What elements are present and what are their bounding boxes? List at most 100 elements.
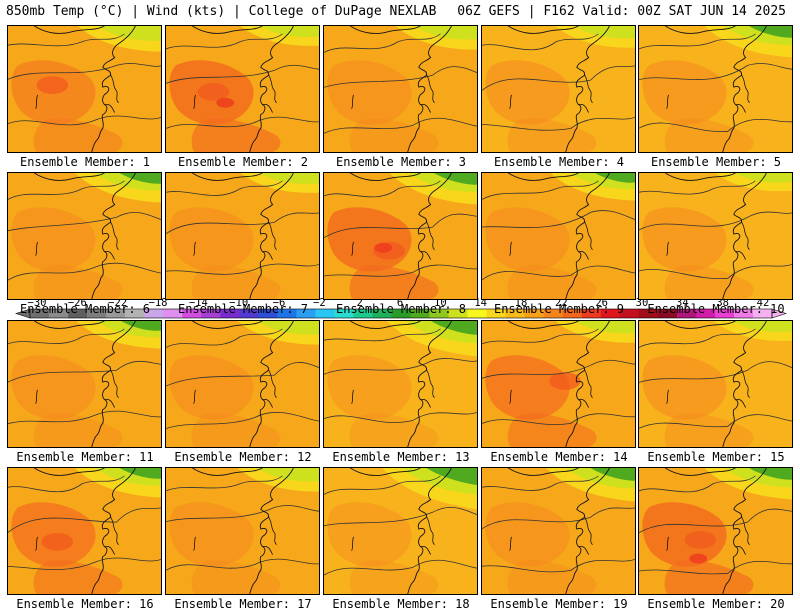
colorbar-swatch (163, 309, 183, 318)
ensemble-member-label: Ensemble Member: 18 (332, 597, 470, 611)
colorbar-swatch (543, 309, 564, 318)
colorbar-swatch (524, 309, 544, 318)
ensemble-member-label: Ensemble Member: 6 (19, 302, 151, 316)
colorbar-swatch (30, 309, 50, 318)
member-map-canvas (166, 468, 319, 594)
ensemble-member-label: Ensemble Member: 4 (493, 155, 625, 169)
colorbar-swatch (638, 309, 659, 318)
ensemble-member-label: Ensemble Member: 10 (647, 302, 785, 316)
ensemble-member-label: Ensemble Member: 13 (332, 450, 470, 464)
ensemble-member-label: Ensemble Member: 17 (174, 597, 312, 611)
ensemble-member-label: Ensemble Member: 1 (19, 155, 151, 169)
member-map-canvas (482, 468, 635, 594)
colorbar-tick-label: 18 (515, 297, 528, 309)
colorbar-swatch (239, 309, 259, 318)
colorbar-tick-label: −10 (229, 297, 248, 309)
colorbar-swatch (220, 309, 240, 318)
colorbar-tick-label: −6 (273, 297, 286, 309)
ensemble-member-map (481, 172, 636, 300)
colorbar-swatch (315, 309, 335, 318)
colorbar-swatch (486, 309, 506, 318)
ensemble-member-map (7, 172, 162, 300)
colorbar-swatch (125, 309, 145, 318)
colorbar-tick-label: −30 (28, 297, 47, 309)
ensemble-member-map (323, 320, 478, 448)
ensemble-member-label: Ensemble Member: 3 (335, 155, 467, 169)
ensemble-member-label: Ensemble Member: 16 (16, 597, 154, 611)
member-map-canvas (8, 173, 161, 299)
colorbar-swatch (49, 309, 69, 318)
ensemble-member-map (165, 25, 320, 153)
ensemble-member-map (638, 467, 793, 595)
ensemble-member-map (481, 467, 636, 595)
member-map-canvas (324, 173, 477, 299)
ensemble-member-label: Ensemble Member: 14 (490, 450, 628, 464)
member-map-canvas (482, 173, 635, 299)
member-map-canvas (324, 321, 477, 447)
colorbar-swatch (334, 309, 354, 318)
colorbar-swatch (87, 309, 107, 318)
ensemble-member-map (638, 25, 793, 153)
colorbar-swatch (657, 309, 678, 318)
colorbar-tick-label: 42 (757, 297, 770, 309)
ensemble-member-map (165, 172, 320, 300)
colorbar-tick-label: 10 (434, 297, 447, 309)
colorbar-swatch (467, 309, 487, 318)
ensemble-member-map (165, 320, 320, 448)
colorbar-tick-label: −18 (149, 297, 168, 309)
ensemble-member-map (638, 320, 793, 448)
member-map-canvas (8, 468, 161, 594)
ensemble-member-label: Ensemble Member: 7 (177, 302, 309, 316)
colorbar-swatch (144, 309, 164, 318)
colorbar-swatch (277, 309, 297, 318)
member-map-canvas (639, 26, 792, 152)
colorbar-swatch (68, 309, 88, 318)
colorbar-swatch (581, 309, 602, 318)
colorbar-tick-label: 6 (397, 297, 403, 309)
ensemble-member-label: Ensemble Member: 11 (16, 450, 154, 464)
ensemble-member-label: Ensemble Member: 15 (647, 450, 785, 464)
ensemble-member-map (638, 172, 793, 300)
colorbar-tick-label: 14 (474, 297, 487, 309)
colorbar-swatch (353, 309, 373, 318)
colorbar-tick-label: 30 (636, 297, 649, 309)
member-map-canvas (166, 321, 319, 447)
colorbar-tick-label: 2 (357, 297, 363, 309)
colorbar-swatch (448, 309, 468, 318)
colorbar-swatch (752, 309, 773, 318)
member-map-canvas (324, 26, 477, 152)
colorbar-tick-label: 38 (716, 297, 729, 309)
colorbar-tick-label: 34 (676, 297, 689, 309)
member-map-canvas (482, 321, 635, 447)
colorbar-swatch (182, 309, 202, 318)
colorbar-tick-label: −2 (313, 297, 326, 309)
member-map-canvas (482, 26, 635, 152)
ensemble-member-map (323, 25, 478, 153)
colorbar-tick-label: −14 (189, 297, 208, 309)
colorbar-swatch (372, 309, 392, 318)
member-map-canvas (639, 321, 792, 447)
ensemble-member-map (323, 172, 478, 300)
member-map-canvas (8, 26, 161, 152)
colorbar-swatch (391, 309, 411, 318)
colorbar-swatch (562, 309, 583, 318)
colorbar-swatch (600, 309, 621, 318)
ensemble-member-map (7, 467, 162, 595)
colorbar-swatch (619, 309, 640, 318)
member-map-canvas (8, 321, 161, 447)
colorbar-swatch (714, 309, 735, 318)
member-map-canvas (324, 468, 477, 594)
ensemble-member-map (481, 25, 636, 153)
member-map-canvas (166, 26, 319, 152)
colorbar-swatch (505, 309, 525, 318)
ensemble-member-label: Ensemble Member: 2 (177, 155, 309, 169)
ensemble-member-label: Ensemble Member: 12 (174, 450, 312, 464)
colorbar-swatch (201, 309, 221, 318)
ensemble-member-map (7, 25, 162, 153)
colorbar-tick-label: −26 (68, 297, 87, 309)
colorbar-swatch (258, 309, 278, 318)
temperature-colorbar: −30 −26 −22 −18 −14 −10 −6 −2 2 6 10 14 18 22 26 30 34 38… (15, 297, 787, 319)
member-map-canvas (639, 468, 792, 594)
colorbar-tick-label: −22 (108, 297, 127, 309)
member-map-canvas (639, 173, 792, 299)
